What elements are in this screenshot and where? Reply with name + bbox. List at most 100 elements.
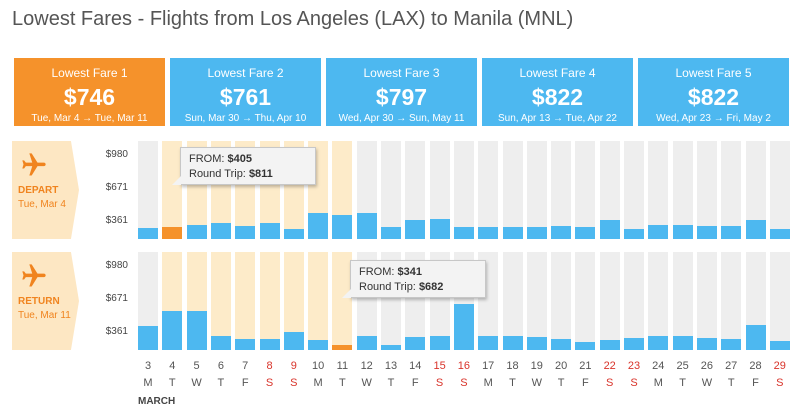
depart-fare-bar[interactable] bbox=[745, 219, 766, 239]
depart-fare-bar[interactable] bbox=[624, 228, 644, 239]
fare-card-4[interactable]: Lowest Fare 4 $822 Sun, Apr 13 → Tue, Ap… bbox=[482, 58, 633, 126]
date-weekday: W bbox=[191, 377, 202, 389]
depart-fare-bar[interactable] bbox=[210, 222, 231, 239]
date-day-number: 4 bbox=[169, 360, 176, 372]
depart-fare-bar[interactable] bbox=[696, 226, 717, 239]
return-fare-bar[interactable] bbox=[138, 325, 158, 350]
depart-fare-bar[interactable] bbox=[721, 226, 742, 239]
depart-title: DEPART bbox=[18, 185, 59, 196]
return-fare-bar[interactable] bbox=[429, 335, 450, 350]
return-fare-bar[interactable] bbox=[186, 310, 207, 350]
date-day-number: 25 bbox=[676, 360, 689, 372]
depart-fare-bar[interactable] bbox=[429, 219, 450, 239]
depart-fare-bar[interactable] bbox=[138, 228, 158, 239]
page-title: Lowest Fares - Flights from Los Angeles … bbox=[12, 8, 574, 30]
depart-day-column bbox=[745, 141, 766, 239]
return-tooltip-rt-value: $682 bbox=[418, 281, 444, 293]
date-day-number: 13 bbox=[384, 360, 398, 372]
fare-card-5[interactable]: Lowest Fare 5 $822 Wed, Apr 23 → Fri, Ma… bbox=[638, 58, 789, 126]
date-weekday: T bbox=[168, 377, 176, 389]
date-weekday: M bbox=[653, 377, 663, 389]
return-day-column bbox=[235, 252, 256, 350]
return-fare-bar[interactable] bbox=[648, 336, 669, 350]
date-day-number: 29 bbox=[773, 360, 786, 372]
depart-fare-bar[interactable] bbox=[526, 227, 547, 239]
depart-fare-bar[interactable] bbox=[502, 227, 523, 239]
depart-day-column bbox=[453, 141, 474, 239]
fare-card-1[interactable]: Lowest Fare 1 $746 Tue, Mar 4 → Tue, Mar… bbox=[14, 58, 165, 126]
depart-fare-bar[interactable] bbox=[381, 227, 401, 239]
depart-panel: DEPART Tue, Mar 4 bbox=[12, 141, 79, 239]
date-day-number: 22 bbox=[603, 360, 616, 372]
return-title: RETURN bbox=[18, 296, 60, 307]
depart-fare-bar[interactable] bbox=[308, 213, 329, 239]
depart-fare-bar[interactable] bbox=[453, 227, 474, 239]
return-day-column bbox=[551, 252, 572, 350]
return-tooltip-rt: Round Trip: $682 bbox=[359, 280, 477, 295]
return-fare-bar[interactable] bbox=[551, 339, 572, 350]
return-fare-bar[interactable] bbox=[259, 339, 280, 350]
fare-card-label: Lowest Fare 4 bbox=[519, 66, 596, 80]
return-day-column bbox=[210, 252, 231, 350]
depart-fare-bar[interactable] bbox=[332, 214, 353, 239]
return-fare-bar[interactable] bbox=[478, 335, 499, 350]
date-day-number: 19 bbox=[530, 360, 543, 372]
return-fare-bar[interactable] bbox=[599, 340, 620, 350]
fare-card-price: $822 bbox=[531, 84, 584, 110]
date-day-number: 15 bbox=[433, 360, 446, 372]
return-fare-bar[interactable] bbox=[696, 338, 717, 350]
return-fare-bar[interactable] bbox=[405, 337, 426, 350]
depart-fare-bar[interactable] bbox=[356, 213, 377, 239]
depart-fare-bar[interactable] bbox=[551, 226, 572, 239]
return-fare-bar[interactable] bbox=[162, 311, 183, 350]
depart-fare-bar[interactable] bbox=[162, 226, 183, 239]
depart-tooltip-rt-label: Round Trip: bbox=[189, 168, 246, 180]
return-fare-bar[interactable] bbox=[502, 336, 523, 350]
return-fare-bar[interactable] bbox=[210, 336, 231, 350]
depart-day-column bbox=[575, 141, 596, 239]
return-fare-bar[interactable] bbox=[308, 339, 329, 350]
return-fare-bar[interactable] bbox=[575, 341, 596, 350]
return-fare-bar[interactable] bbox=[721, 339, 742, 350]
depart-fare-bar[interactable] bbox=[405, 219, 426, 239]
fare-card-2[interactable]: Lowest Fare 2 $761 Sun, Mar 30 → Thu, Ap… bbox=[170, 58, 321, 126]
depart-fare-bar[interactable] bbox=[478, 227, 499, 239]
return-day-column bbox=[624, 252, 644, 350]
depart-fare-bar[interactable] bbox=[235, 226, 256, 239]
fare-card-dates: Sun, Mar 30 → Thu, Apr 10 bbox=[184, 113, 307, 124]
depart-fare-bar[interactable] bbox=[599, 219, 620, 239]
depart-fare-bar[interactable] bbox=[769, 229, 790, 239]
date-day-number: 27 bbox=[725, 360, 738, 372]
depart-tooltip-rt: Round Trip: $811 bbox=[189, 167, 307, 182]
depart-day-column bbox=[429, 141, 450, 239]
return-fare-bar[interactable] bbox=[235, 339, 256, 350]
depart-fare-bar[interactable] bbox=[672, 225, 693, 239]
return-day-column bbox=[283, 252, 304, 350]
return-fare-bar[interactable] bbox=[356, 336, 377, 350]
depart-fare-bar[interactable] bbox=[648, 225, 669, 239]
depart-fare-bar[interactable] bbox=[575, 227, 596, 239]
return-fare-bar[interactable] bbox=[283, 332, 304, 350]
return-fare-bar[interactable] bbox=[526, 337, 547, 350]
depart-day-column bbox=[648, 141, 669, 239]
depart-fare-bar[interactable] bbox=[259, 222, 280, 239]
date-weekday: T bbox=[509, 377, 516, 389]
depart-day-column bbox=[332, 141, 353, 239]
return-fare-bar[interactable] bbox=[381, 345, 401, 350]
return-ytick-low: $361 bbox=[105, 326, 128, 337]
return-day-column bbox=[648, 252, 669, 350]
depart-fare-bar[interactable] bbox=[283, 229, 304, 239]
depart-day-column bbox=[721, 141, 742, 239]
return-fare-bar[interactable] bbox=[624, 338, 644, 350]
depart-fare-bar[interactable] bbox=[186, 224, 207, 239]
return-fare-bar[interactable] bbox=[672, 336, 693, 350]
return-fare-bar[interactable] bbox=[745, 324, 766, 350]
return-day-column bbox=[721, 252, 742, 350]
return-fare-bar[interactable] bbox=[453, 303, 474, 350]
date-weekday: W bbox=[701, 377, 713, 389]
return-fare-bar[interactable] bbox=[769, 341, 790, 350]
return-fare-bar[interactable] bbox=[332, 344, 353, 350]
depart-tooltip-from-value: $405 bbox=[227, 153, 252, 165]
fare-card-3[interactable]: Lowest Fare 3 $797 Wed, Apr 30 → Sun, Ma… bbox=[326, 58, 477, 126]
plane-depart-icon bbox=[22, 153, 46, 176]
